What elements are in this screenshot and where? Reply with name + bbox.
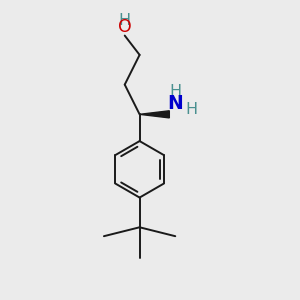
Text: H: H bbox=[169, 84, 181, 99]
Text: N: N bbox=[167, 94, 183, 113]
Text: H: H bbox=[185, 102, 198, 117]
Text: H: H bbox=[119, 13, 131, 28]
Text: O: O bbox=[118, 18, 132, 36]
Polygon shape bbox=[140, 111, 169, 118]
